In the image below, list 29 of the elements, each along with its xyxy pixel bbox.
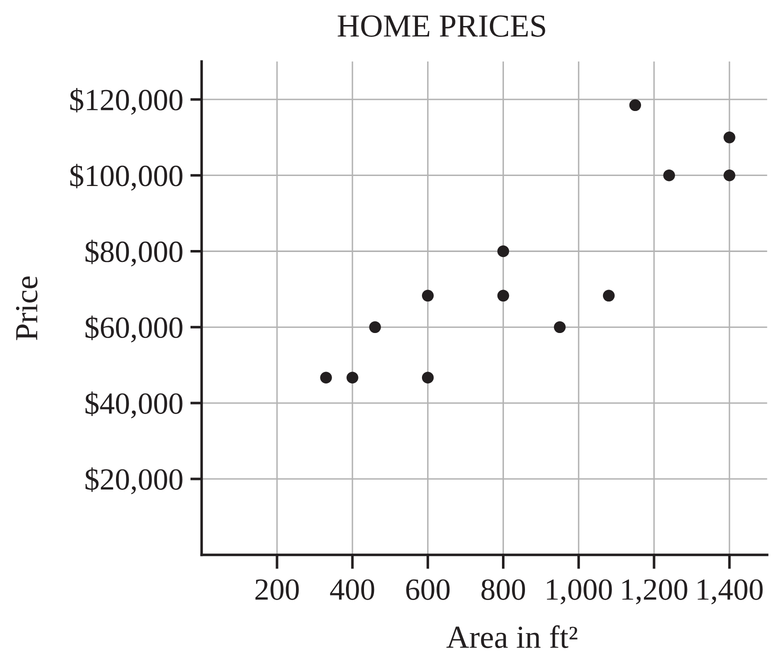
y-tick-label: $60,000 bbox=[86, 316, 182, 342]
x-tick-label: 1,400 bbox=[698, 579, 763, 604]
x-tick-label: 1,000 bbox=[546, 579, 612, 604]
y-tick-label: $40,000 bbox=[86, 392, 182, 418]
y-tick-label: $120,000 bbox=[70, 88, 182, 115]
point bbox=[663, 169, 676, 182]
y-tick-label: $100,000 bbox=[70, 164, 182, 191]
point bbox=[497, 245, 510, 258]
chart-title: HOME PRICES bbox=[338, 15, 546, 37]
point bbox=[724, 169, 736, 182]
x-tick-label: 600 bbox=[406, 579, 450, 600]
x-axis-title: Area in ft² bbox=[446, 625, 578, 648]
y-tick-label: $80,000 bbox=[86, 240, 182, 267]
point bbox=[320, 372, 332, 384]
point bbox=[346, 372, 358, 384]
point bbox=[629, 99, 642, 112]
y-tick-label: $20,000 bbox=[86, 467, 182, 494]
point bbox=[554, 321, 566, 334]
point bbox=[369, 321, 381, 334]
x-tick-label: 1,200 bbox=[622, 579, 688, 604]
x-tick-label: 800 bbox=[481, 579, 525, 600]
point bbox=[422, 372, 434, 384]
point bbox=[497, 290, 510, 302]
point bbox=[422, 290, 434, 302]
x-tick-label: 400 bbox=[330, 579, 374, 600]
point bbox=[724, 132, 736, 144]
y-axis-title: Price bbox=[16, 276, 38, 340]
x-tick-label: 200 bbox=[255, 579, 299, 600]
point bbox=[602, 290, 615, 302]
